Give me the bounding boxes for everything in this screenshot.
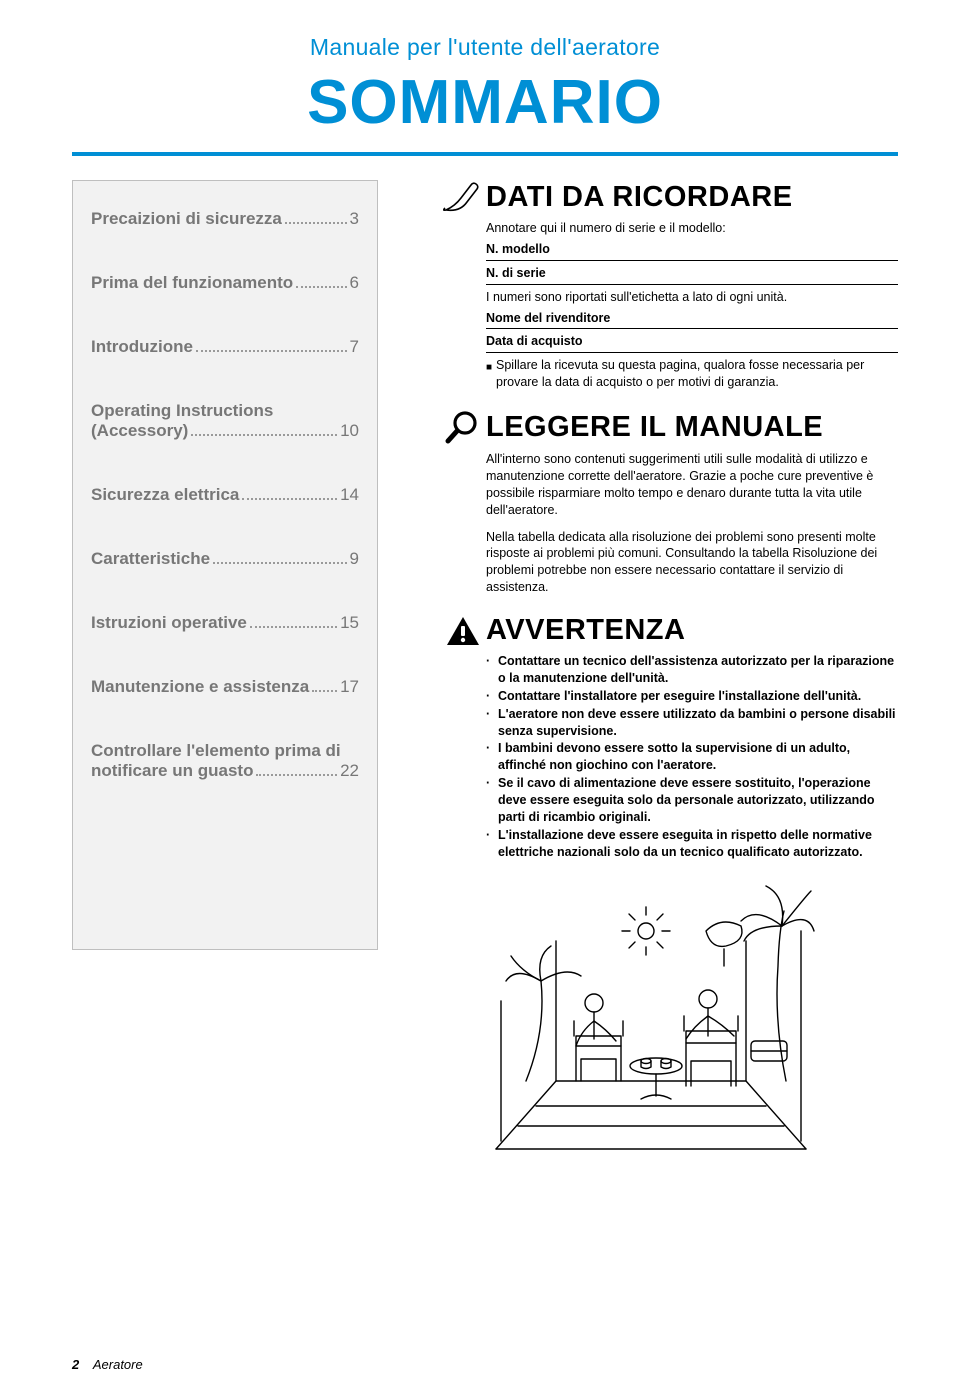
- section-records-title: DATI DA RICORDARE: [486, 181, 793, 214]
- toc-dots: [191, 434, 337, 436]
- toc-page: 10: [340, 421, 359, 441]
- toc-page: 7: [350, 337, 359, 357]
- toc-label: Manutenzione e assistenza: [91, 677, 309, 697]
- toc-page: 9: [350, 549, 359, 569]
- section-records-body: Annotare qui il numero di serie e il mod…: [440, 220, 898, 391]
- toc-item: Introduzione 7: [91, 337, 359, 357]
- section-records-header: DATI DA RICORDARE: [440, 180, 898, 214]
- toc-page: 22: [340, 761, 359, 781]
- toc-dots: [312, 690, 337, 692]
- toc-item: Caratteristiche 9: [91, 549, 359, 569]
- section-manual-title: LEGGERE IL MANUALE: [486, 411, 823, 444]
- toc-label: Sicurezza elettrica: [91, 485, 239, 505]
- warning-item-text: L'installazione deve essere eseguita in …: [498, 827, 898, 861]
- page-header: Manuale per l'utente dell'aeratore SOMMA…: [72, 34, 898, 156]
- section-warning-header: AVVERTENZA: [440, 614, 898, 647]
- toc-page: 17: [340, 677, 359, 697]
- header-subtitle: Manuale per l'utente dell'aeratore: [72, 34, 898, 61]
- warning-item: ·L'installazione deve essere eseguita in…: [486, 827, 898, 861]
- warning-triangle-icon: [440, 615, 486, 647]
- manual-p1: All'interno sono contenuti suggerimenti …: [486, 451, 898, 519]
- toc-label: Istruzioni operative: [91, 613, 247, 633]
- toc-item: Manutenzione e assistenza 17: [91, 677, 359, 697]
- records-field: N. di serie: [486, 265, 898, 282]
- toc-box: Precaizioni di sicurezza 3 Prima del fun…: [72, 180, 378, 950]
- warning-item: ·Se il cavo di alimentazione deve essere…: [486, 775, 898, 826]
- records-fields-note: I numeri sono riportati sull'etichetta a…: [486, 289, 898, 306]
- section-manual-body: All'interno sono contenuti suggerimenti …: [440, 451, 898, 596]
- tropical-room-illustration: [486, 871, 898, 1161]
- toc-item: Precaizioni di sicurezza 3: [91, 209, 359, 229]
- toc-dots: [296, 286, 346, 288]
- records-intro: Annotare qui il numero di serie e il mod…: [486, 220, 898, 237]
- toc-item: Prima del funzionamento 6: [91, 273, 359, 293]
- warning-item: ·L'aeratore non deve essere utilizzato d…: [486, 706, 898, 740]
- pen-icon: [440, 180, 486, 214]
- toc-label-line1: Controllare l'elemento prima di: [91, 741, 359, 761]
- section-warning-body: ·Contattare un tecnico dell'assistenza a…: [440, 653, 898, 861]
- header-title: SOMMARIO: [72, 61, 898, 138]
- toc-label: Introduzione: [91, 337, 193, 357]
- toc-label: Prima del funzionamento: [91, 273, 293, 293]
- records-bullet: Spillare la ricevuta su questa pagina, q…: [486, 357, 898, 391]
- toc-item: Operating Instructions (Accessory) 10: [91, 401, 359, 441]
- warning-item-text: I bambini devono essere sotto la supervi…: [498, 740, 898, 774]
- records-field: N. modello: [486, 241, 898, 258]
- toc-item: Controllare l'elemento prima di notifica…: [91, 741, 359, 781]
- field-rule: [486, 260, 898, 261]
- warning-item: ·Contattare l'installatore per eseguire …: [486, 688, 898, 705]
- page-footer: 2 Aeratore: [72, 1357, 143, 1372]
- manual-p2: Nella tabella dedicata alla risoluzione …: [486, 529, 898, 597]
- toc-item: Istruzioni operative 15: [91, 613, 359, 633]
- records-bullet-text: Spillare la ricevuta su questa pagina, q…: [496, 357, 898, 391]
- toc-dots: [242, 498, 337, 500]
- toc-page: 15: [340, 613, 359, 633]
- toc-dots: [256, 774, 337, 776]
- toc-page: 6: [350, 273, 359, 293]
- toc-dots: [250, 626, 337, 628]
- warning-item: ·I bambini devono essere sotto la superv…: [486, 740, 898, 774]
- warning-item-text: Contattare l'installatore per eseguire l…: [498, 688, 861, 705]
- warning-item-text: Se il cavo di alimentazione deve essere …: [498, 775, 898, 826]
- field-rule: [486, 284, 898, 285]
- toc-label: Caratteristiche: [91, 549, 210, 569]
- toc-item: Sicurezza elettrica 14: [91, 485, 359, 505]
- warning-item-text: Contattare un tecnico dell'assistenza au…: [498, 653, 898, 687]
- square-bullet-icon: [486, 357, 496, 391]
- toc-label-line1: Operating Instructions: [91, 401, 359, 421]
- header-rule: [72, 152, 898, 156]
- footer-page-number: 2: [72, 1357, 79, 1372]
- toc-label: notificare un guasto: [91, 761, 253, 781]
- toc-dots: [196, 350, 347, 352]
- footer-product-name: Aeratore: [83, 1357, 143, 1372]
- warning-item-text: L'aeratore non deve essere utilizzato da…: [498, 706, 898, 740]
- magnifier-icon: [440, 409, 486, 445]
- field-rule: [486, 328, 898, 329]
- toc-label: (Accessory): [91, 421, 188, 441]
- records-field: Data di acquisto: [486, 333, 898, 350]
- toc-page: 14: [340, 485, 359, 505]
- toc-page: 3: [350, 209, 359, 229]
- toc-dots: [213, 562, 346, 564]
- toc-dots: [285, 222, 347, 224]
- records-field: Nome del rivenditore: [486, 310, 898, 327]
- section-warning-title: AVVERTENZA: [486, 614, 685, 647]
- warning-item: ·Contattare un tecnico dell'assistenza a…: [486, 653, 898, 687]
- toc-label: Precaizioni di sicurezza: [91, 209, 282, 229]
- field-rule: [486, 352, 898, 353]
- section-manual-header: LEGGERE IL MANUALE: [440, 409, 898, 445]
